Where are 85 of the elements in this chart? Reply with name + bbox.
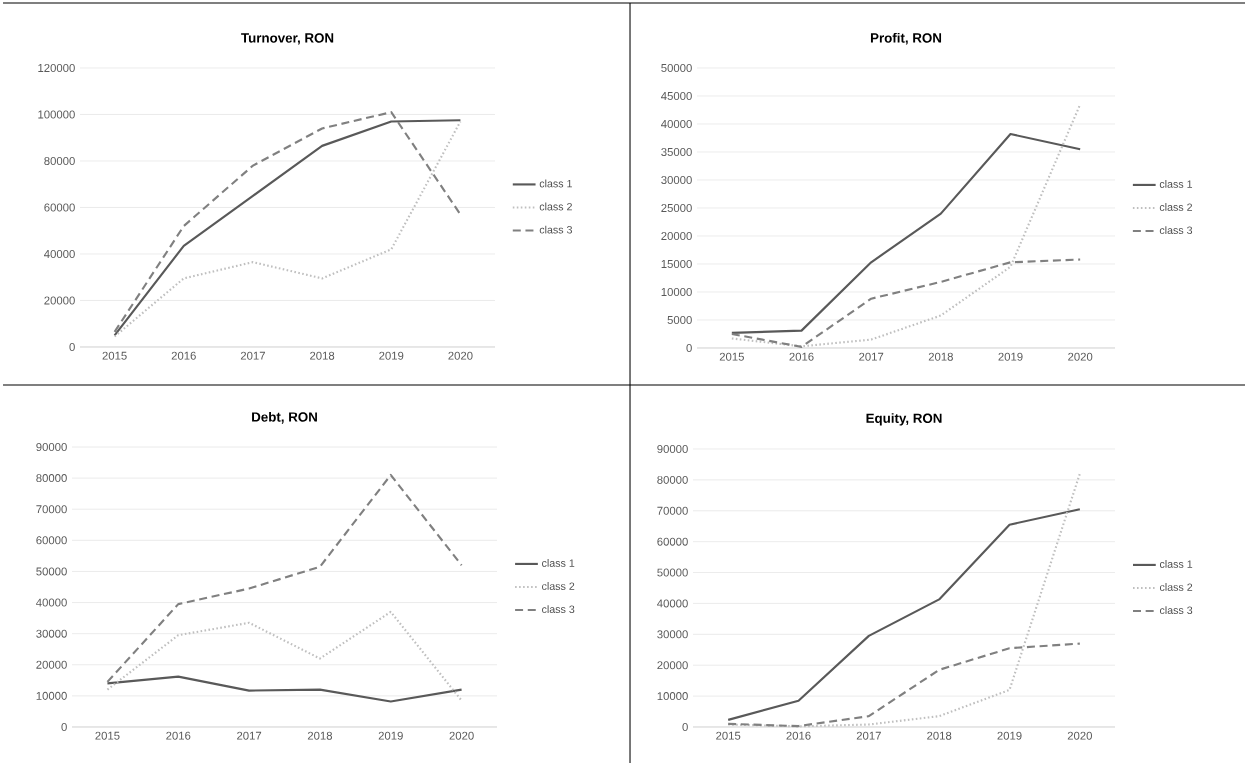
legend-label: class 2 (1159, 203, 1193, 211)
chart-title: Turnover, RON (241, 33, 334, 45)
y-tick-label: 35000 (661, 147, 692, 156)
y-tick-label: 50000 (661, 63, 692, 72)
y-tick-label: 80000 (657, 475, 688, 484)
y-tick-label: 60000 (44, 203, 75, 212)
y-tick-label: 30000 (661, 175, 692, 184)
y-tick-label: 90000 (657, 444, 688, 453)
chart-title: Equity, RON (866, 413, 942, 426)
y-tick-label: 0 (61, 722, 67, 731)
x-tick-label: 2019 (998, 352, 1023, 361)
x-tick-label: 2017 (240, 351, 265, 360)
x-tick-label: 2018 (928, 352, 953, 361)
x-tick-label: 2018 (307, 731, 333, 740)
x-tick-label: 2020 (1068, 352, 1093, 361)
y-tick-label: 0 (69, 342, 75, 351)
y-tick-label: 50000 (657, 568, 688, 577)
y-tick-label: 80000 (36, 474, 67, 483)
x-tick-label: 2016 (786, 731, 811, 740)
y-tick-label: 25000 (661, 203, 692, 212)
y-tick-label: 40000 (661, 119, 692, 128)
y-tick-label: 10000 (36, 691, 67, 700)
chart-title: Profit, RON (870, 32, 942, 45)
y-tick-label: 80000 (44, 156, 75, 165)
x-tick-label: 2017 (237, 731, 262, 740)
y-tick-label: 20000 (44, 296, 75, 305)
x-tick-label: 2016 (166, 731, 191, 740)
y-tick-label: 10000 (657, 692, 688, 701)
line-series (730, 133, 1082, 334)
y-tick-label: 100000 (38, 110, 75, 119)
x-tick-label: 2020 (1067, 731, 1092, 740)
y-tick-label: 20000 (661, 231, 692, 240)
y-tick-label: 50000 (36, 567, 67, 576)
y-tick-label: 5000 (667, 315, 692, 324)
y-tick-label: 60000 (36, 536, 67, 545)
line-series (727, 642, 1081, 728)
x-tick-label: 2017 (859, 352, 884, 361)
y-tick-label: 40000 (36, 598, 67, 607)
legend-label: class 1 (1159, 560, 1193, 568)
y-tick-label: 70000 (657, 506, 688, 515)
y-tick-label: 90000 (36, 443, 67, 452)
y-tick-label: 30000 (36, 629, 67, 638)
y-tick-label: 60000 (657, 537, 688, 546)
x-tick-label: 2015 (716, 731, 741, 740)
legend-label: class 1 (1159, 180, 1193, 188)
y-tick-label: 15000 (661, 259, 692, 268)
legend-label: class 3 (542, 605, 575, 614)
y-tick-label: 30000 (657, 630, 688, 639)
line-series (730, 258, 1082, 348)
legend-label: class 1 (542, 559, 575, 567)
line-series (106, 473, 463, 683)
y-tick-label: 0 (686, 343, 692, 352)
y-tick-label: 120000 (38, 63, 75, 72)
y-tick-label: 20000 (36, 660, 67, 669)
x-tick-label: 2020 (448, 351, 473, 360)
y-tick-label: 0 (682, 722, 688, 731)
line-series (106, 610, 463, 702)
legend-label: class 2 (1159, 583, 1193, 591)
x-tick-label: 2019 (997, 731, 1022, 740)
chart-title: Debt, RON (252, 411, 317, 424)
line-series (106, 675, 463, 703)
y-tick-label: 70000 (36, 505, 67, 514)
x-tick-label: 2015 (102, 351, 127, 360)
y-tick-label: 40000 (657, 599, 688, 608)
x-tick-label: 2020 (449, 731, 474, 740)
x-tick-label: 2019 (379, 351, 404, 360)
x-tick-label: 2015 (95, 731, 120, 740)
y-tick-label: 20000 (657, 661, 688, 670)
legend-label: class 3 (1159, 606, 1193, 615)
y-tick-label: 10000 (661, 287, 692, 296)
x-tick-label: 2017 (856, 731, 881, 740)
legend-label: class 2 (539, 202, 572, 211)
x-tick-label: 2018 (310, 351, 335, 360)
legend-label: class 3 (1159, 226, 1193, 235)
x-tick-label: 2015 (719, 352, 744, 361)
legend-label: class 1 (539, 179, 572, 188)
x-tick-label: 2018 (927, 731, 952, 740)
x-tick-label: 2016 (171, 351, 196, 360)
line-series (727, 508, 1081, 721)
x-tick-label: 2016 (789, 352, 814, 361)
x-tick-label: 2019 (378, 731, 403, 740)
legend-label: class 2 (542, 582, 575, 590)
legend-label: class 3 (539, 225, 572, 234)
y-tick-label: 40000 (44, 249, 75, 258)
y-tick-label: 45000 (661, 91, 692, 100)
